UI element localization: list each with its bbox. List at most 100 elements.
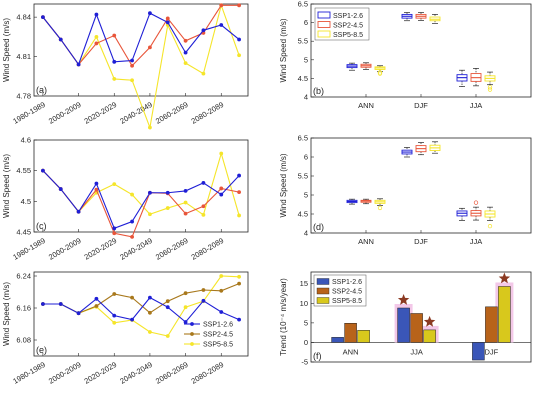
data-point [148, 310, 152, 315]
data-point [94, 34, 99, 39]
data-point [165, 20, 170, 25]
data-point [219, 23, 224, 27]
y-tick-label: 10 [300, 299, 308, 308]
data-point [112, 292, 117, 296]
bar [344, 323, 357, 343]
y-axis-label: Wind Speed (m/s) [279, 153, 288, 217]
plot-frame [33, 3, 249, 97]
legend-label: SSP1-2.6 [333, 13, 363, 20]
panel-label: (f) [313, 351, 322, 361]
data-point [148, 330, 152, 334]
outlier [487, 87, 493, 92]
data-point [94, 296, 99, 301]
data-point [148, 190, 152, 195]
data-point [130, 219, 134, 224]
data-point [130, 58, 134, 63]
series-line-SSP1-2.6 [42, 170, 240, 230]
x-tick-label: ANN [343, 347, 359, 356]
legend-label: SSP2-4.5 [332, 289, 362, 296]
x-tick-label: 2020-2029 [83, 360, 119, 386]
x-tick-label: DJF [414, 237, 428, 246]
y-axis-label: Wind Speed (m/s) [2, 154, 11, 218]
bar [498, 286, 511, 343]
y-tick-label: 6.5 [298, 134, 308, 143]
y-tick-label: 4.78 [16, 92, 31, 101]
data-point [183, 189, 188, 193]
data-point [201, 71, 206, 76]
data-point [183, 211, 188, 216]
data-point [219, 3, 224, 8]
legend-label: SSP2-4.5 [333, 23, 363, 30]
plot-frame [310, 271, 532, 363]
y-tick-label: 4 [304, 229, 308, 238]
legend-marker [190, 342, 194, 346]
significance-star-icon [498, 272, 511, 284]
data-point [130, 235, 134, 239]
box-chart-b: 4 4.5 5 5.5 6 6.5 Wind Speed (m/s) ANN DJF JJA (b)… [279, 0, 532, 110]
outlier [487, 224, 493, 229]
data-point [201, 28, 206, 33]
x-tick-label: 2040-2049 [118, 236, 154, 262]
y-tick-label: 6 [304, 18, 308, 27]
series-line-SSP1-2.6 [42, 12, 240, 66]
y-tick-label: 4.5 [298, 74, 308, 83]
panel-label: (a) [36, 85, 47, 95]
legend-swatch [316, 297, 330, 304]
y-tick-label: 5.5 [298, 37, 308, 46]
data-point [41, 15, 45, 20]
data-point [130, 317, 134, 322]
data-point [94, 12, 99, 17]
line-chart-e: 6.08 6.16 6.24 Wind Speed (m/s) 1980-1989 200… [2, 271, 249, 386]
y-tick-label: 6.5 [298, 0, 308, 9]
x-tick-label: JJA [470, 237, 483, 246]
y-tick-label: 15 [300, 279, 308, 288]
bar [472, 342, 485, 361]
y-tick-label: 6.08 [16, 336, 31, 345]
data-point [58, 187, 63, 191]
data-point [183, 320, 188, 324]
data-point [165, 299, 170, 304]
data-point [237, 190, 241, 195]
x-tick-label: 2000-2009 [47, 236, 83, 262]
x-tick-label: JJA [410, 347, 423, 356]
x-tick-label: 2080-2089 [190, 360, 226, 386]
data-point [130, 295, 134, 300]
legend-marker [190, 332, 194, 336]
legend-label: SSP5-8.5 [203, 342, 233, 349]
legend-swatch [317, 21, 331, 28]
panel-label: (e) [36, 345, 47, 355]
y-tick-label: 6.24 [16, 272, 31, 281]
legend-label: SSP1-2.6 [203, 322, 233, 329]
panel-label: (b) [313, 86, 324, 96]
data-point [237, 281, 241, 286]
bar [485, 306, 498, 343]
y-tick-label: 6.16 [16, 304, 31, 313]
data-point [219, 288, 224, 293]
bar [397, 307, 410, 343]
data-point [148, 45, 152, 50]
x-tick-label: JJA [470, 101, 483, 110]
plot-frame [33, 271, 249, 357]
data-point [219, 274, 224, 278]
data-point [112, 226, 117, 231]
data-point [94, 181, 99, 186]
data-point [76, 209, 81, 214]
data-point [237, 53, 241, 58]
data-point [165, 305, 170, 310]
box-chart-d: 4 4.5 5 5.5 6 6.5 Wind Speed (m/s) ANN DJF JJA (d) [279, 134, 532, 246]
data-point [165, 334, 170, 338]
legend-swatch [316, 278, 330, 285]
data-point [148, 125, 152, 130]
bar [331, 337, 344, 343]
y-tick-label: 4.81 [16, 52, 31, 61]
bar [423, 329, 436, 343]
x-tick-label: 2080-2089 [190, 100, 226, 126]
data-point [148, 212, 152, 217]
data-point [237, 274, 241, 279]
legend-marker [190, 322, 194, 326]
y-tick-label: 4.5 [298, 210, 308, 219]
data-point [112, 33, 117, 38]
data-point [237, 37, 241, 42]
